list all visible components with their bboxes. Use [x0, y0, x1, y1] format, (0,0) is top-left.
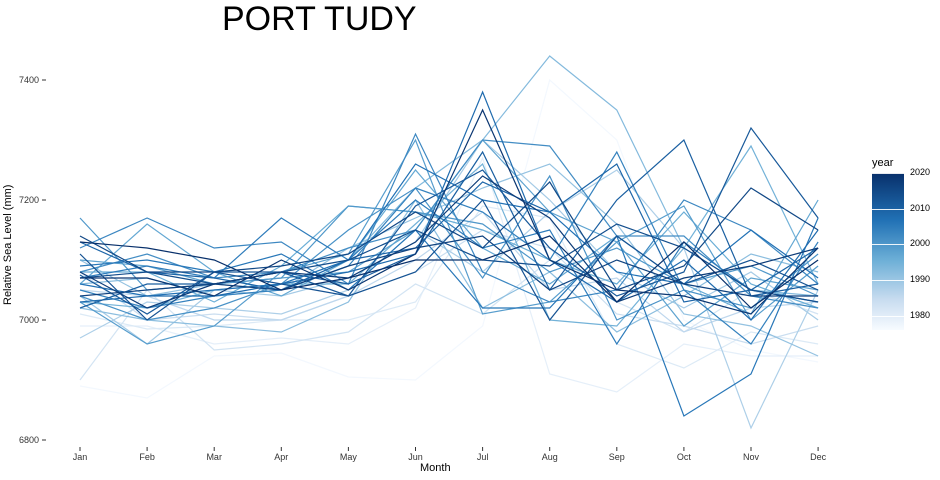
series-line-1990 [79, 169, 819, 430]
legend-colorbar [872, 173, 904, 330]
y-tick-label: 7000 [19, 315, 39, 325]
x-tick-label: Jul [477, 452, 489, 462]
x-axis-label: Month [420, 462, 451, 474]
x-tick-label: Apr [274, 452, 288, 462]
series-line-2012 [79, 138, 819, 309]
legend-tick-label: 2020 [910, 167, 931, 177]
legend-tick-mark [872, 208, 904, 210]
series-line-2007 [79, 199, 819, 346]
series-line-2020 [79, 235, 819, 309]
legend-title: year [872, 157, 894, 169]
series-line-1991 [79, 139, 819, 345]
legend-tick-label: 2000 [910, 238, 931, 249]
series-line-2019 [80, 108, 819, 315]
x-tick-label: May [340, 452, 358, 462]
chart-title: PORT TUDY [222, 0, 417, 38]
series-line-2010 [79, 90, 819, 321]
x-tick-label: Feb [139, 452, 155, 462]
y-tick-label: 7200 [19, 195, 39, 205]
series-line-1984 [79, 259, 819, 381]
series-lines [79, 55, 819, 430]
series-line-2015 [79, 223, 819, 303]
series-line-2018 [79, 175, 819, 309]
x-tick-label: Nov [743, 452, 760, 462]
legend-tick-mark [872, 315, 904, 317]
y-axis: 6800 7000 7200 7400 [19, 75, 46, 445]
legend-tick-mark [872, 173, 904, 174]
legend-tick-label: 1980 [910, 309, 931, 320]
series-line-2004 [79, 139, 819, 309]
legend-tick-mark [872, 280, 904, 282]
legend-tick-label: 1990 [910, 274, 931, 285]
x-tick-label: Jun [408, 452, 423, 462]
series-line-2001 [79, 138, 819, 345]
legend-tick-mark [872, 244, 904, 246]
series-line-2017 [79, 235, 819, 297]
y-axis-label: Relative Sea Level (mm) [2, 184, 14, 305]
x-tick-label: Aug [542, 452, 558, 462]
series-line-2008 [79, 217, 819, 417]
x-tick-label: Jan [73, 452, 88, 462]
legend-tick-label: 2010 [910, 202, 931, 213]
x-tick-label: Sep [609, 452, 625, 462]
series-line-2003 [79, 174, 819, 321]
y-tick-label: 7400 [19, 75, 39, 85]
series-line-2011 [79, 163, 819, 303]
series-line-2014 [79, 198, 819, 322]
series-line-2013 [79, 126, 819, 315]
x-tick-label: Mar [206, 452, 222, 462]
x-tick-label: Oct [677, 452, 692, 462]
y-tick-label: 6800 [19, 435, 39, 445]
x-axis: Jan Feb Mar Apr May Jun Jul Aug Sep Oct Nov Dec [73, 447, 827, 462]
x-tick-label: Dec [810, 452, 827, 462]
